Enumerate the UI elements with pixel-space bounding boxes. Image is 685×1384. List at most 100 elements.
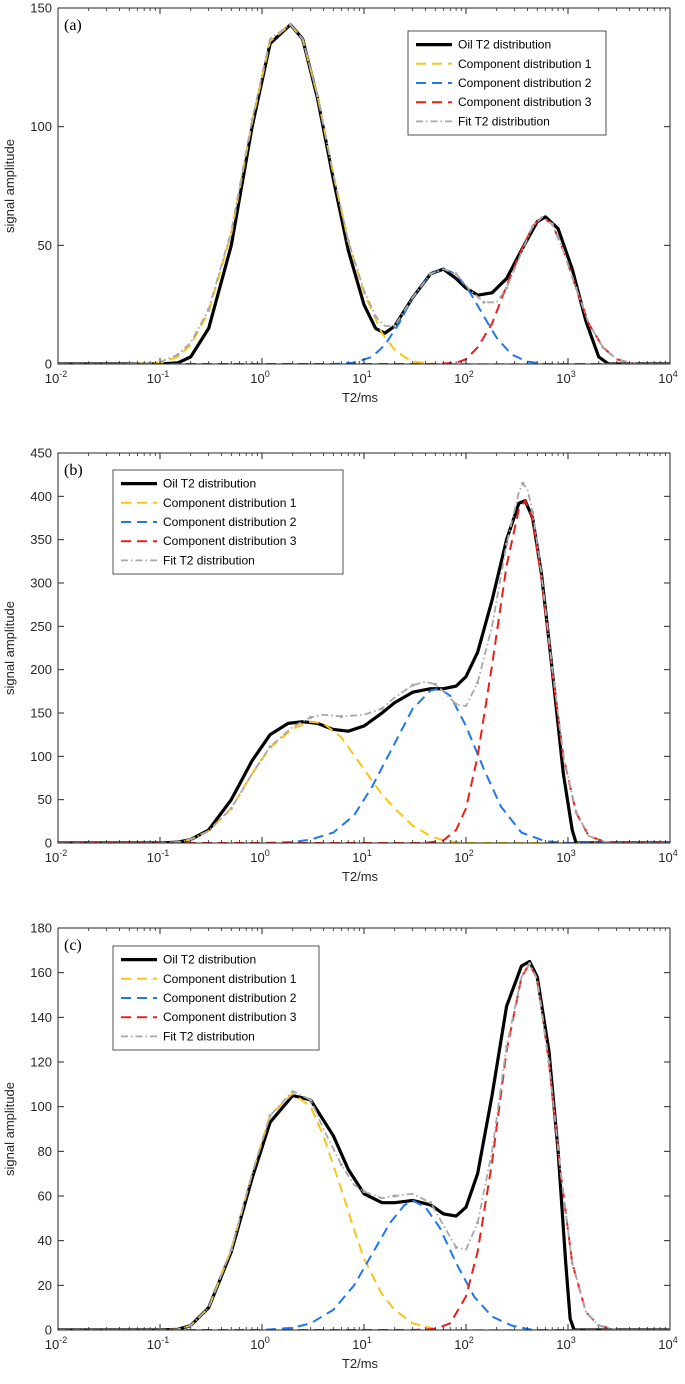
x-tick-label: 10-2 bbox=[45, 848, 67, 865]
y-tick-label: 20 bbox=[38, 1278, 52, 1293]
fit-point-marker bbox=[380, 707, 384, 711]
chart-panel-3: 10-2 10-1 100 101 102 103 104 0 20 40 60 80 100 120 14… bbox=[2, 921, 678, 1372]
y-tick-label: 180 bbox=[30, 921, 52, 936]
fit-point-marker bbox=[454, 702, 458, 706]
series-line-3 bbox=[58, 268, 670, 364]
fit-point-marker bbox=[550, 666, 554, 670]
series-group bbox=[58, 23, 670, 364]
x-tick-label: 103 bbox=[556, 369, 575, 386]
fit-point-marker bbox=[601, 345, 605, 349]
fit-point-marker bbox=[547, 1060, 551, 1064]
fit-point-marker bbox=[504, 1044, 509, 1048]
fit-point-marker bbox=[476, 1221, 480, 1225]
series-line-5 bbox=[58, 962, 670, 1330]
fit-point-marker bbox=[504, 286, 509, 290]
legend-entry-4: Component distribution 3 bbox=[163, 1010, 297, 1024]
legend-entry-3: Component distribution 2 bbox=[163, 991, 297, 1005]
panel-label: (a) bbox=[64, 17, 82, 34]
y-tick-label: 50 bbox=[38, 792, 52, 807]
x-tick-label: 101 bbox=[352, 848, 371, 865]
x-axis-label: T2/ms bbox=[342, 1356, 379, 1371]
fit-point-marker bbox=[527, 962, 532, 966]
legend-entry-1: Oil T2 distribution bbox=[163, 477, 256, 491]
y-axis-label: signal amplitude bbox=[2, 139, 17, 233]
y-tick-label: 150 bbox=[30, 1, 52, 16]
fit-point-marker bbox=[429, 272, 433, 276]
fit-point-marker bbox=[189, 1323, 193, 1328]
y-tick-label: 300 bbox=[30, 576, 52, 591]
legend-entry-2: Component distribution 1 bbox=[163, 496, 297, 510]
legend-entry-1: Oil T2 distribution bbox=[163, 953, 256, 967]
fit-point-marker bbox=[531, 510, 535, 514]
x-tick-label: 103 bbox=[556, 848, 575, 865]
legend-entry-4: Component distribution 3 bbox=[163, 534, 297, 548]
fit-point-marker bbox=[346, 238, 350, 243]
legend: Oil T2 distribution Component distributio… bbox=[407, 30, 607, 136]
fit-point-marker bbox=[574, 810, 578, 814]
fit-point-marker bbox=[189, 837, 193, 842]
fit-point-marker bbox=[250, 117, 254, 122]
fit-point-marker bbox=[229, 806, 233, 810]
fit-point-marker bbox=[570, 1261, 574, 1265]
series-line-5 bbox=[58, 23, 670, 364]
x-tick-label: 10-2 bbox=[45, 369, 67, 386]
y-tick-label: 120 bbox=[30, 1055, 52, 1070]
x-tick-label: 104 bbox=[658, 848, 677, 865]
chart-panel-1: 10-2 10-1 100 101 102 103 104 0 50 100 150 T2/ms sig… bbox=[2, 1, 678, 406]
chart-panel-2: 10-2 10-1 100 101 102 103 104 0 50 100 150 200 250 30… bbox=[2, 446, 678, 885]
x-axis-label: T2/ms bbox=[342, 390, 379, 405]
fit-point-marker bbox=[597, 1323, 601, 1328]
x-tick-label: 10-2 bbox=[45, 1335, 67, 1352]
fit-point-marker bbox=[521, 481, 525, 485]
y-tick-label: 40 bbox=[38, 1233, 52, 1248]
y-tick-label: 450 bbox=[30, 446, 52, 461]
y-tick-label: 250 bbox=[30, 619, 52, 634]
y-tick-label: 100 bbox=[30, 749, 52, 764]
y-tick-label: 0 bbox=[45, 357, 52, 372]
fit-point-marker bbox=[454, 272, 458, 276]
fit-point-marker bbox=[574, 286, 578, 290]
x-tick-label: 104 bbox=[658, 1335, 677, 1352]
legend-entry-5: Fit T2 distribution bbox=[163, 1029, 255, 1043]
y-tick-label: 200 bbox=[30, 662, 52, 677]
y-tick-label: 100 bbox=[30, 1099, 52, 1114]
panel-label: (b) bbox=[64, 462, 83, 479]
fit-point-marker bbox=[374, 314, 378, 319]
legend: Oil T2 distribution Component distributio… bbox=[112, 945, 320, 1051]
fit-point-marker bbox=[393, 324, 397, 328]
y-axis-label: signal amplitude bbox=[2, 1082, 17, 1176]
y-tick-label: 350 bbox=[30, 532, 52, 547]
fit-point-marker bbox=[315, 94, 320, 98]
y-tick-label: 150 bbox=[30, 706, 52, 721]
series-line-5 bbox=[58, 482, 670, 843]
legend-entry-2: Component distribution 1 bbox=[163, 972, 297, 986]
fit-point-marker bbox=[504, 542, 509, 546]
y-tick-label: 80 bbox=[38, 1144, 52, 1159]
fit-point-marker bbox=[433, 682, 437, 687]
fit-point-marker bbox=[176, 352, 180, 357]
x-axis-label: T2/ms bbox=[342, 869, 379, 884]
x-tick-label: 101 bbox=[352, 369, 371, 386]
fit-point-marker bbox=[309, 715, 313, 719]
fit-point-marker bbox=[482, 300, 486, 304]
y-tick-label: 0 bbox=[45, 836, 52, 851]
legend-entry-5: Fit T2 distribution bbox=[458, 114, 550, 128]
fit-point-marker bbox=[362, 1189, 366, 1194]
y-tick-label: 60 bbox=[38, 1189, 52, 1204]
y-tick-label: 100 bbox=[30, 119, 52, 134]
x-tick-label: 10-1 bbox=[147, 369, 169, 386]
fit-point-marker bbox=[411, 683, 415, 687]
panel-label: (c) bbox=[64, 937, 82, 954]
fit-point-marker bbox=[339, 714, 343, 719]
series-line-2 bbox=[58, 720, 670, 843]
y-tick-label: 160 bbox=[30, 965, 52, 980]
fit-point-marker bbox=[229, 1248, 233, 1252]
fit-point-marker bbox=[207, 307, 211, 312]
legend-entry-1: Oil T2 distribution bbox=[458, 38, 551, 52]
legend-entry-2: Component distribution 1 bbox=[458, 57, 592, 71]
series-line-3 bbox=[58, 1199, 670, 1330]
y-tick-label: 50 bbox=[38, 238, 52, 253]
fit-point-marker bbox=[393, 1194, 397, 1198]
fit-point-marker bbox=[268, 1114, 272, 1118]
